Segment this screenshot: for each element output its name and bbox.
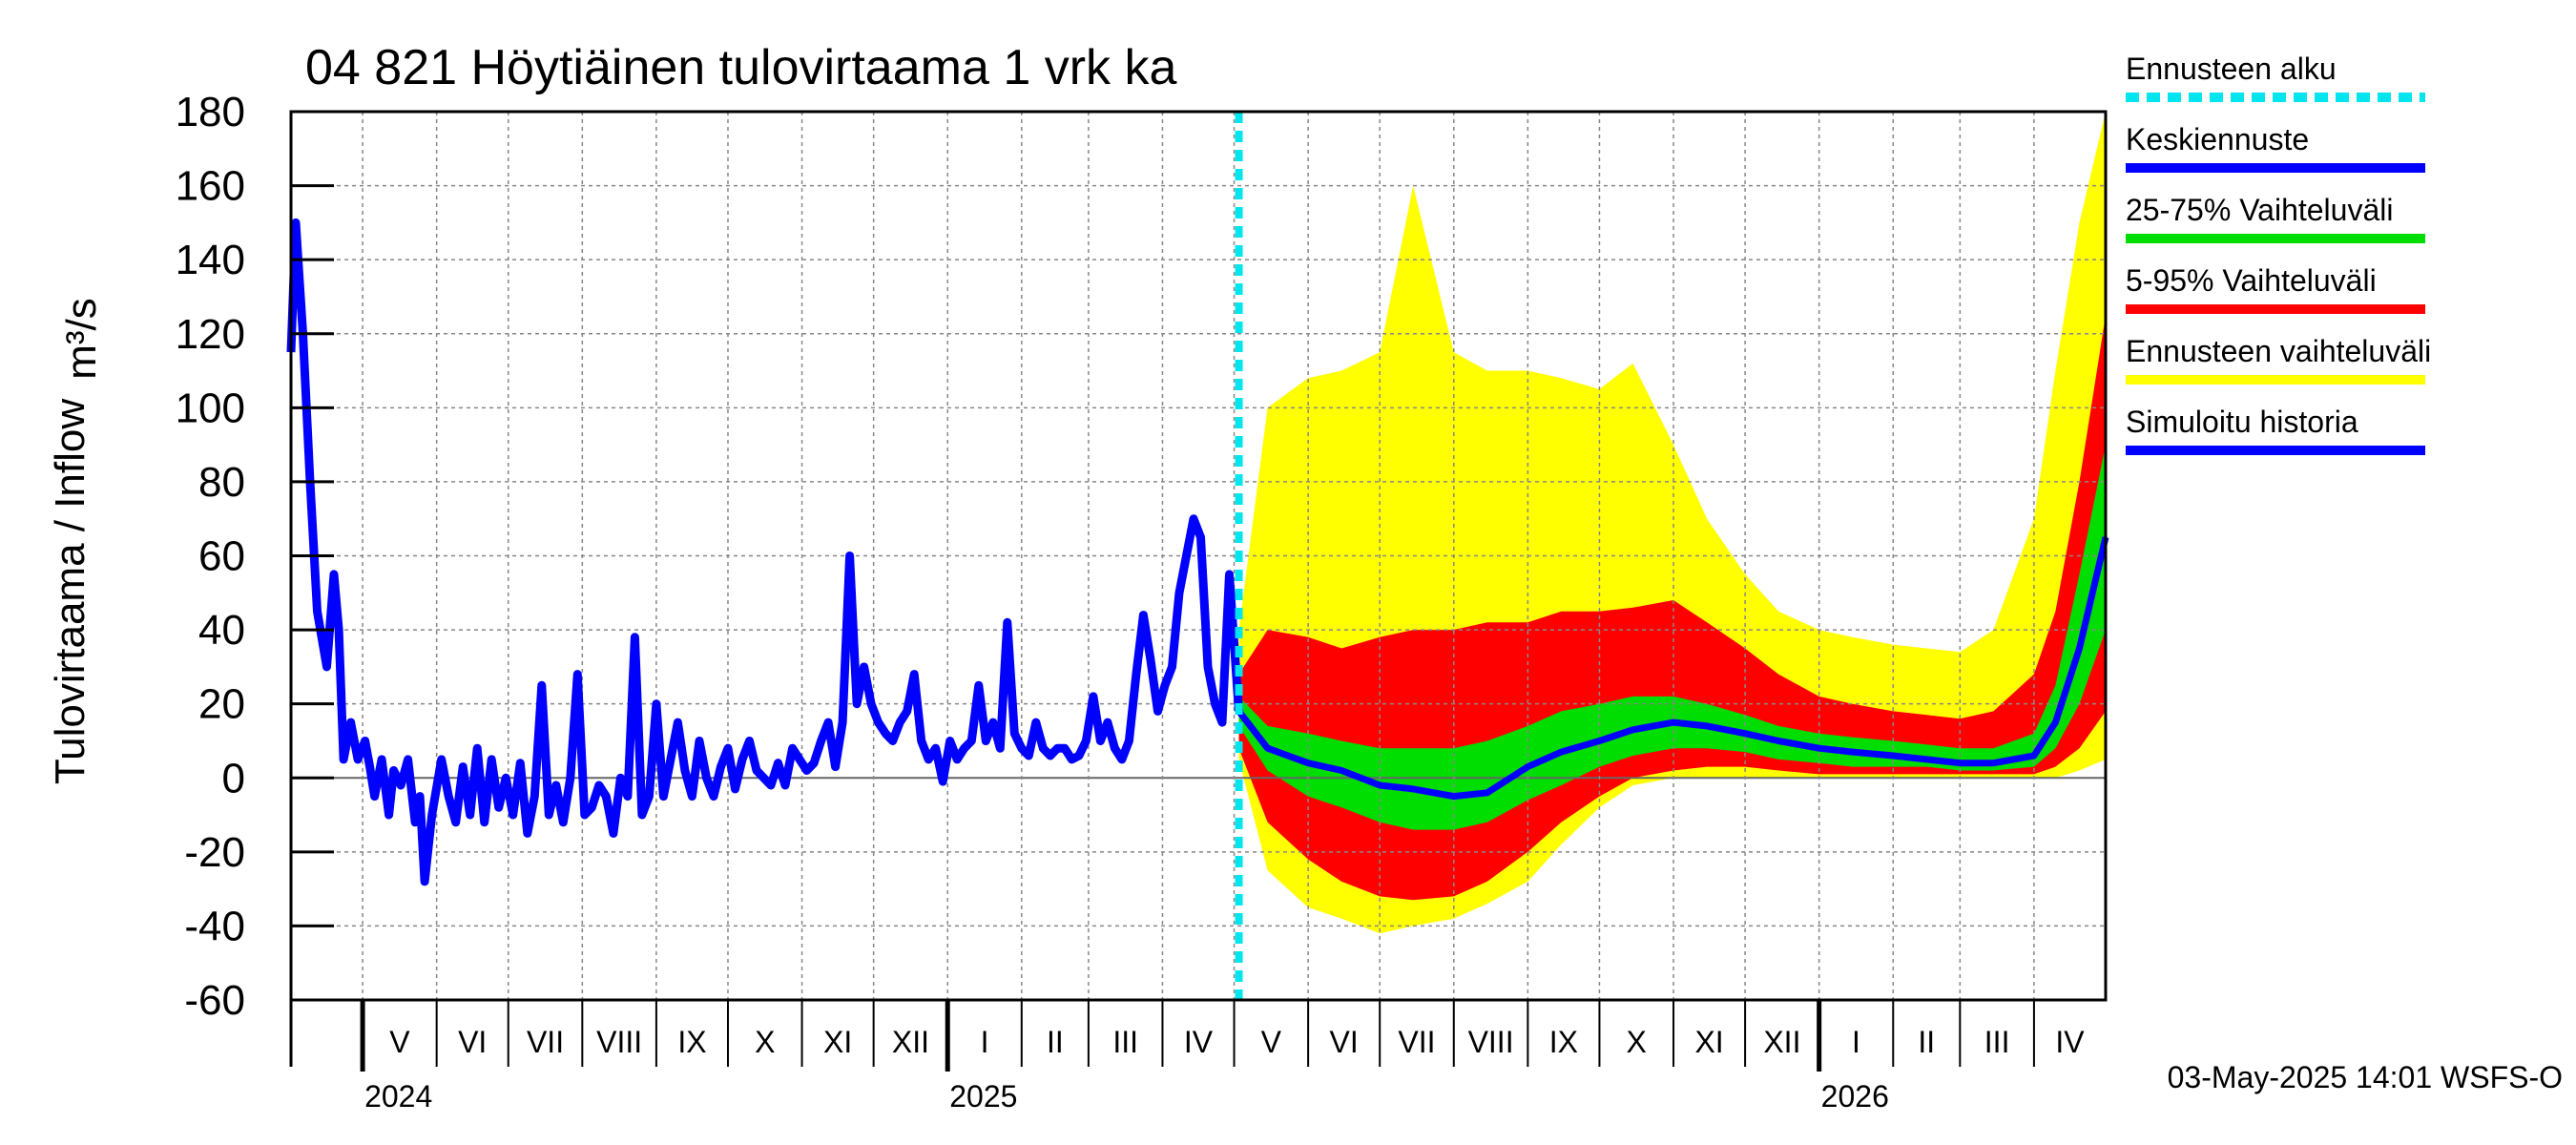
y-axis: -60 -40 -20 0 20 40 60 80 100 120 140 160 180 [176,89,334,1024]
y-tick-label: 160 [176,163,245,210]
month-label: XII [1763,1025,1800,1059]
month-label: IV [2055,1025,2085,1059]
month-label: XII [892,1025,929,1059]
y-axis-label: Tulovirtaama / Inflow [47,399,93,785]
month-label: X [1627,1025,1647,1059]
y-tick-label: 60 [198,533,245,580]
y-tick-label: 180 [176,89,245,135]
month-label: V [389,1025,410,1059]
month-label: III [1984,1025,2010,1059]
y-tick-label: -40 [184,903,245,949]
y-tick-label: 40 [198,607,245,654]
legend-label: Keskiennuste [2126,122,2309,156]
month-label: V [1261,1025,1282,1059]
band-25-75-vaihteluv-li [1238,445,2106,830]
y-tick-label: -20 [184,829,245,876]
y-tick-label: 0 [222,755,245,802]
month-label: IX [677,1025,706,1059]
month-label: VIII [1468,1025,1514,1059]
month-label: IV [1184,1025,1214,1059]
month-label: I [981,1025,989,1059]
month-label: II [1918,1025,1935,1059]
y-tick-label: 100 [176,385,245,431]
month-label: I [1852,1025,1860,1059]
legend-label: Simuloitu historia [2126,405,2358,439]
month-label: VI [458,1025,487,1059]
legend-label: 5-95% Vaihteluväli [2126,263,2377,298]
series-line-keskiennuste [1236,536,2109,801]
y-tick-label: 120 [176,311,245,358]
month-label: VI [1330,1025,1359,1059]
year-label: 2024 [364,1079,432,1114]
grid-lines [291,111,2106,1001]
legend: Ennusteen alku Keskiennuste 25-75% Vaihtel… [2126,52,2431,455]
legend-label: 25-75% Vaihteluväli [2126,193,2393,227]
month-label: X [755,1025,775,1059]
y-tick-label: 140 [176,237,245,283]
month-label: VII [527,1025,564,1059]
month-label: III [1112,1025,1138,1059]
x-axis: V VI VII VIII IX X XI XII I II III IV V VI VII VIII IX X X… [289,1000,2085,1114]
y-tick-label: 20 [198,681,245,728]
month-label: VII [1398,1025,1435,1059]
forecast-bands [1238,112,2106,934]
month-label: XI [823,1025,852,1059]
year-label: 2025 [949,1079,1017,1114]
legend-label: Ennusteen vaihteluväli [2126,334,2431,368]
year-label: 2026 [1821,1079,1889,1114]
month-label: IX [1549,1025,1578,1059]
chart-title: 04 821 Höytiäinen tulovirtaama 1 vrk ka [305,40,1176,95]
footer-stamp: 03-May-2025 14:01 WSFS-O [2168,1060,2563,1094]
month-label: II [1047,1025,1064,1059]
month-label: VIII [596,1025,642,1059]
month-label: XI [1694,1025,1723,1059]
y-tick-label: -60 [184,977,245,1024]
series-line-simuloitu-historia [286,218,1243,886]
legend-label: Ennusteen alku [2126,52,2337,86]
y-axis-unit: m³/s [58,298,105,380]
series-lines [286,112,2109,1000]
y-tick-label: 80 [198,459,245,506]
